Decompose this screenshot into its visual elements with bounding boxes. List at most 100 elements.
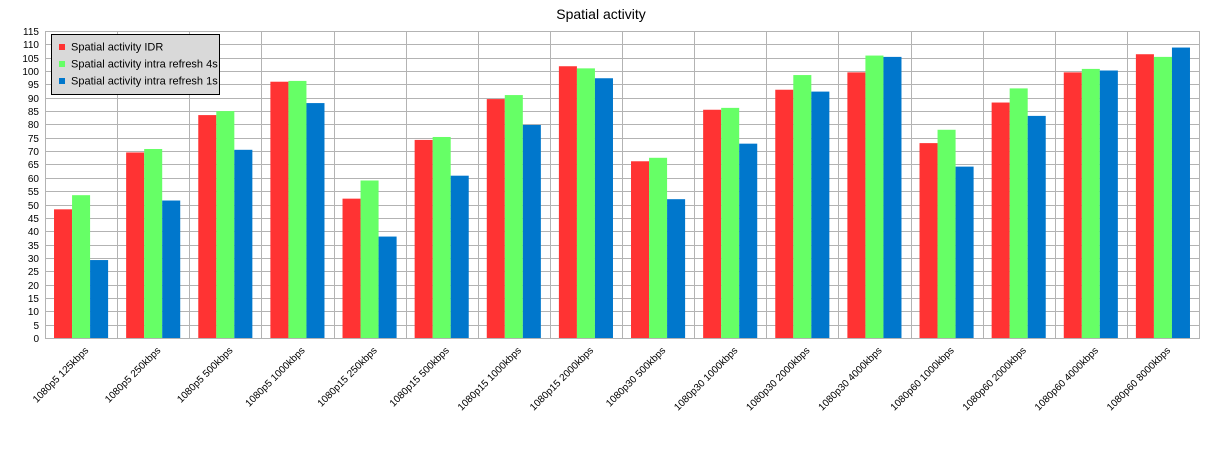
x-tick-label: 1080p5 500kbps [175,345,235,405]
y-tick-label: 15 [28,294,40,305]
bar [126,152,145,338]
bar [72,195,91,338]
y-tick-label: 75 [28,134,40,145]
legend-label: Spatial activity intra refresh 4s [71,59,218,71]
x-tick-label: 1080p15 2000kbps [528,345,596,413]
x-tick-labels: 1080p5 125kbps 1080p5 250kbps 1080p5 500kb… [31,345,1173,413]
y-tick-label: 30 [28,254,40,265]
x-tick-label: 1080p60 2000kbps [961,345,1029,413]
x-tick-label: 1080p30 1000kbps [672,345,740,413]
x-tick-label: 1080p60 4000kbps [1033,345,1101,413]
bar [270,81,289,338]
bar [378,236,397,338]
y-tick-label: 0 [33,334,39,345]
y-tick-label: 80 [28,120,40,131]
x-tick-label: 1080p30 2000kbps [744,345,812,413]
x-tick-label: 1080p30 500kbps [604,345,668,409]
bar [649,157,668,338]
x-tick-label: 1080p60 1000kbps [889,345,957,413]
bar [811,91,830,338]
bar [991,102,1010,338]
bar [1063,72,1082,338]
y-tick-label: 50 [28,201,40,212]
bar [144,148,163,338]
bar [1099,70,1118,338]
bar [360,180,379,338]
bar [450,175,469,338]
y-tick-labels: 0 5 10 15 20 25 30 35 40 45 50 55 60 65 70 75 80 85 90 95 10… [22,27,39,345]
y-tick-label: 20 [28,281,40,292]
bar [847,72,866,338]
bar [486,99,505,338]
y-tick-label: 115 [23,27,39,38]
y-tick-label: 5 [33,321,39,332]
y-tick-label: 55 [28,187,40,198]
legend-swatch [59,78,65,84]
y-tick-label: 60 [28,174,40,185]
x-tick-label: 1080p5 1000kbps [244,345,308,409]
bar [1009,88,1028,339]
bar [522,124,541,338]
x-tick-label: 1080p15 1000kbps [456,345,524,413]
bars [54,47,1190,339]
bar [919,143,938,338]
bar [631,161,650,338]
y-tick-label: 10 [28,307,40,318]
x-tick-label: 1080p30 4000kbps [817,345,885,413]
legend-label: Spatial activity IDR [71,42,163,54]
y-tick-label: 95 [28,80,40,91]
bar [937,129,956,338]
bar [306,103,325,338]
bar [288,80,307,339]
bar [558,66,577,339]
bar [1171,47,1190,339]
bar [576,68,595,339]
bar [883,56,902,338]
bar [739,143,758,338]
bar [1027,115,1046,338]
y-tick-label: 100 [22,67,39,78]
bar [865,55,884,339]
x-tick-label: 1080p15 250kbps [316,345,380,409]
bar [955,166,974,338]
bar [721,107,740,338]
bar [54,209,73,338]
x-tick-label: 1080p60 8000kbps [1105,345,1173,413]
bar [162,200,181,338]
x-tick-label: 1080p5 125kbps [31,345,91,405]
bar [1153,56,1172,338]
bar [216,111,235,338]
legend-swatch [59,61,65,67]
x-tick-label: 1080p5 250kbps [103,345,163,405]
y-tick-label: 105 [22,54,39,65]
y-tick-label: 65 [28,160,40,171]
y-tick-label: 25 [28,267,40,278]
axes [45,31,1200,339]
y-tick-label: 35 [28,241,40,252]
bar [594,78,613,338]
bar [432,136,451,338]
bar [1135,54,1154,338]
bar [703,109,722,338]
bar [90,260,109,338]
y-tick-label: 40 [28,227,40,238]
bar [1081,68,1100,338]
y-tick-label: 110 [23,40,39,51]
legend-swatch [59,44,65,50]
bar [198,115,217,338]
legend-box [51,34,220,95]
y-tick-label: 70 [28,147,40,158]
bar [775,89,794,338]
bar [667,199,686,338]
bar [342,198,361,338]
chart-title: Spatial activity [556,6,645,22]
bar [504,95,523,338]
bar [234,149,253,338]
bar [793,75,812,339]
y-tick-label: 90 [28,94,40,105]
x-tick-label: 1080p15 500kbps [388,345,452,409]
legend-label: Spatial activity intra refresh 1s [71,76,218,88]
bar [414,139,433,338]
